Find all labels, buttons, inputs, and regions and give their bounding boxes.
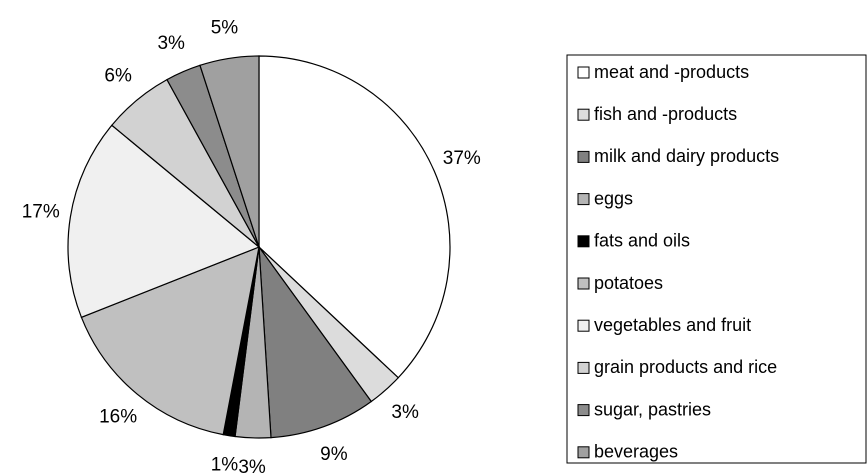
data-label: 17% xyxy=(22,201,60,222)
legend-swatch xyxy=(577,404,590,417)
pie-slice xyxy=(258,55,451,379)
legend-label: vegetables and fruit xyxy=(594,315,751,335)
data-label: 1% xyxy=(211,454,239,473)
data-label: 6% xyxy=(104,66,132,87)
legend-label: meat and -products xyxy=(594,62,749,82)
data-label: 37% xyxy=(443,148,481,169)
pie-slice xyxy=(67,124,261,319)
data-label: 3% xyxy=(238,457,266,473)
legend-label: eggs xyxy=(594,188,633,208)
legend-swatch xyxy=(577,446,590,459)
legend-swatch xyxy=(577,361,590,374)
legend-swatch xyxy=(577,150,590,163)
pie: 37%3%9%3%1%16%17%6%3%5% xyxy=(22,18,481,473)
data-label: 3% xyxy=(391,402,419,423)
pie-slice xyxy=(258,244,373,439)
legend-label: potatoes xyxy=(594,273,663,293)
legend-swatch xyxy=(577,277,590,290)
legend-label: sugar, pastries xyxy=(594,399,711,419)
legend: meat and -products fish and -products milk… xyxy=(577,62,779,462)
legend-label: grain products and rice xyxy=(594,357,777,377)
legend-label: fats and oils xyxy=(594,231,690,251)
data-label: 16% xyxy=(99,406,137,427)
legend-swatch xyxy=(577,319,590,332)
data-label: 5% xyxy=(211,18,239,39)
legend-swatch xyxy=(577,108,590,121)
legend-box xyxy=(566,54,867,464)
pie-slice xyxy=(199,55,260,248)
pie-slice xyxy=(80,246,260,436)
legend-label: beverages xyxy=(594,442,678,462)
data-label: 9% xyxy=(320,444,348,465)
legend-label: fish and -products xyxy=(594,104,737,124)
legend-swatch xyxy=(577,235,590,248)
legend-label: milk and dairy products xyxy=(594,146,779,166)
legend-swatch xyxy=(577,193,590,206)
data-label: 3% xyxy=(157,33,185,54)
legend-swatch xyxy=(577,66,590,79)
